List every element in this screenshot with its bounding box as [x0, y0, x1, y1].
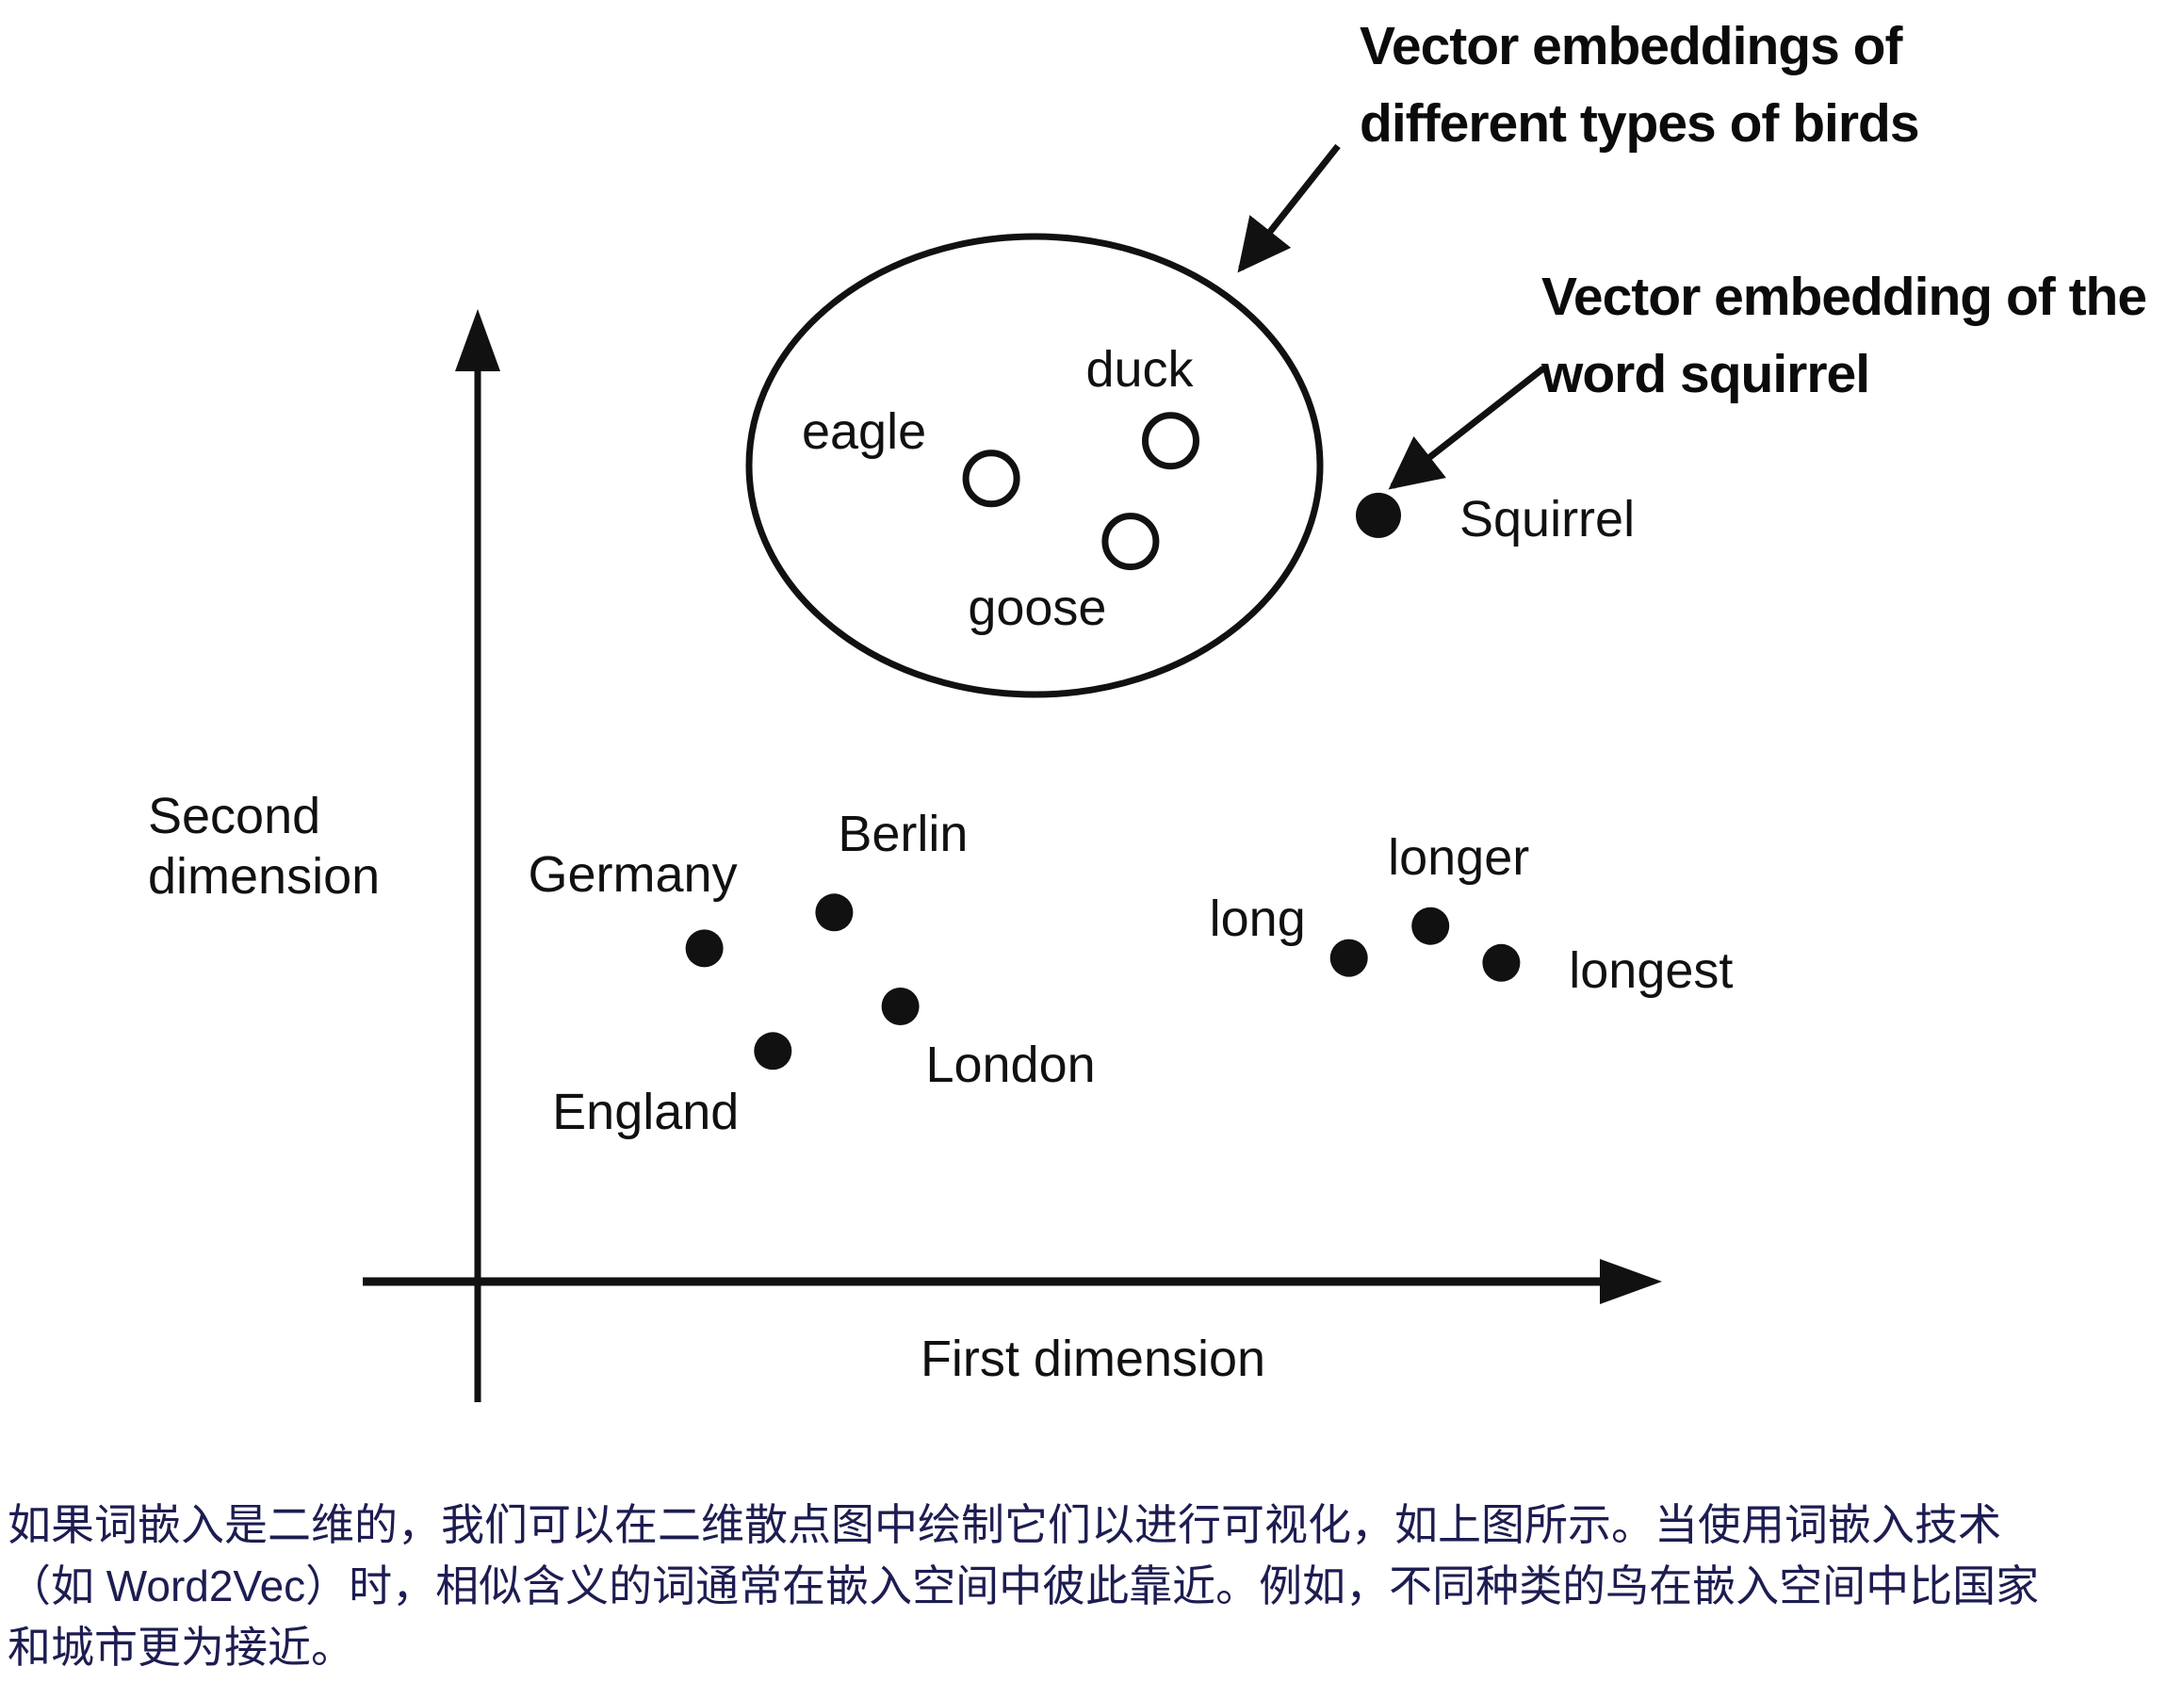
caption-line: 如果词嵌入是二维的，我们可以在二维散点图中绘制它们以进行可视化，如上图所示。当使…	[8, 1500, 2001, 1549]
point-label-germany: Germany	[528, 846, 738, 904]
point-label-goose: goose	[968, 579, 1107, 636]
data-point-germany	[685, 929, 724, 968]
caption-line: 和城市更为接近。	[8, 1623, 354, 1672]
x-axis-arrowhead-icon	[1600, 1259, 1662, 1304]
point-label-england: England	[552, 1084, 740, 1141]
y-axis-arrowhead-icon	[455, 309, 500, 371]
caption-paragraph: 如果词嵌入是二维的，我们可以在二维散点图中绘制它们以进行可视化，如上图所示。当使…	[8, 1495, 2039, 1678]
data-point-eagle	[962, 449, 1020, 508]
data-point-goose	[1101, 513, 1160, 571]
point-label-squirrel: Squirrel	[1459, 490, 1636, 547]
birds-annotation: Vector embeddings of different types of …	[1360, 8, 1920, 162]
data-point-longer	[1411, 907, 1450, 945]
point-label-longest: longest	[1569, 941, 1734, 999]
data-point-squirrel	[1356, 492, 1401, 538]
point-label-longer: longer	[1388, 828, 1530, 886]
data-point-london	[881, 988, 920, 1025]
y-axis-label-line1: Second	[148, 788, 321, 844]
y-axis-label: Second dimension	[148, 786, 380, 907]
squirrel-annotation-line2: word squirrel	[1541, 344, 1870, 404]
bird-cluster-ellipse	[745, 233, 1324, 698]
y-axis-label-line2: dimension	[148, 848, 381, 905]
data-point-longest	[1482, 943, 1521, 982]
data-point-berlin	[815, 893, 854, 932]
data-point-long	[1329, 939, 1368, 977]
point-label-eagle: eagle	[801, 402, 927, 460]
birds-annotation-line1: Vector embeddings of	[1360, 16, 1902, 76]
squirrel-annotation-arrow-icon	[1388, 366, 1546, 490]
birds-annotation-line2: different types of birds	[1360, 93, 1920, 154]
point-label-duck: duck	[1085, 340, 1194, 398]
birds-annotation-arrow-icon	[1237, 143, 1341, 273]
data-point-england	[754, 1032, 792, 1070]
squirrel-annotation-line1: Vector embedding of the	[1541, 267, 2147, 327]
point-label-long: long	[1209, 890, 1306, 947]
x-axis-label: First dimension	[920, 1331, 1266, 1387]
caption-line: （如 Word2Vec）时，相似含义的词通常在嵌入空间中彼此靠近。例如，不同种类…	[8, 1561, 2040, 1610]
squirrel-annotation: Vector embedding of the word squirrel	[1541, 258, 2147, 413]
point-label-berlin: Berlin	[838, 806, 969, 863]
point-label-london: London	[925, 1037, 1096, 1094]
data-point-duck	[1142, 412, 1199, 470]
